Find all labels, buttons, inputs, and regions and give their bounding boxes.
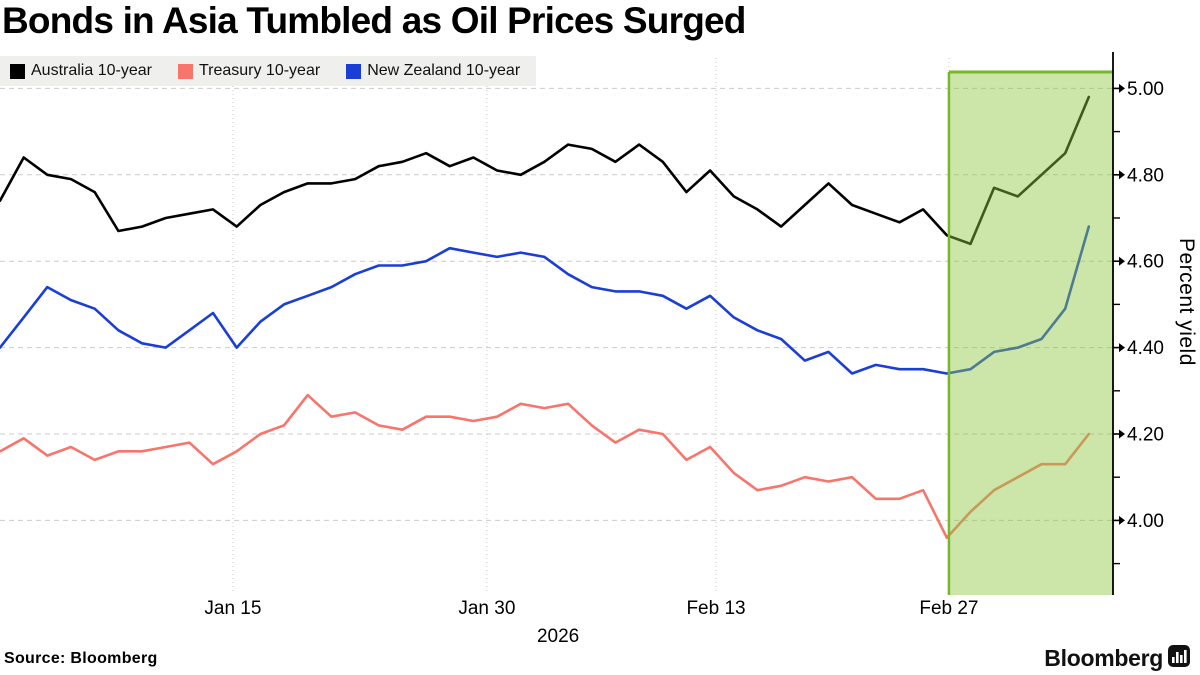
legend-item-treasury: Treasury 10-year [177, 62, 321, 80]
x-tick-label: Jan 15 [204, 598, 261, 619]
highlight-region [948, 72, 1113, 595]
source-attribution: Source: Bloomberg [4, 650, 158, 667]
legend-swatch-new-zealand-icon [346, 63, 362, 79]
y-tick-label: 4.00 [1127, 511, 1164, 532]
y-tick-arrow-icon [1119, 256, 1125, 266]
legend-label-new-zealand: New Zealand 10-year [367, 62, 521, 79]
y-tick-arrow-icon [1119, 343, 1125, 353]
x-tick-label: Feb 27 [919, 598, 978, 619]
legend-swatch-treasury-icon [177, 63, 193, 79]
x-tick-label: Jan 30 [458, 598, 515, 619]
y-tick-label: 4.40 [1127, 338, 1164, 359]
legend-swatch-australia-icon [10, 63, 25, 79]
series-line-new-zealand-10-year [0, 225, 1091, 375]
legend-label-australia: Australia 10-year [31, 62, 152, 79]
y-tick-arrow-icon [1119, 429, 1125, 439]
y-tick-label: 4.20 [1127, 425, 1164, 446]
y-tick-label: 4.60 [1127, 252, 1164, 273]
series-line-treasury-10-year [0, 393, 1091, 540]
chart-legend: Australia 10-year Treasury 10-year New Z… [0, 56, 537, 86]
x-tick-label: Feb 13 [686, 598, 745, 619]
y-axis-title: Percent yield [1175, 238, 1198, 366]
y-tick-arrow-icon [1119, 83, 1125, 93]
bloomberg-wordmark: Bloomberg [1044, 645, 1163, 671]
y-tick-arrow-icon [1119, 170, 1125, 180]
page-title: Bonds in Asia Tumbled as Oil Prices Surg… [2, 0, 746, 41]
series-line-australia-10-year [0, 95, 1091, 246]
x-axis-year-label: 2026 [537, 626, 579, 647]
legend-item-new-zealand: New Zealand 10-year [346, 62, 520, 80]
y-tick-arrow-icon [1119, 515, 1125, 525]
legend-item-australia: Australia 10-year [10, 62, 152, 80]
bloomberg-terminal-icon [1168, 645, 1190, 672]
legend-label-treasury: Treasury 10-year [198, 62, 321, 79]
y-tick-label: 4.80 [1127, 165, 1164, 186]
bloomberg-logo: Bloomberg [1044, 645, 1190, 672]
y-tick-label: 5.00 [1127, 79, 1164, 100]
